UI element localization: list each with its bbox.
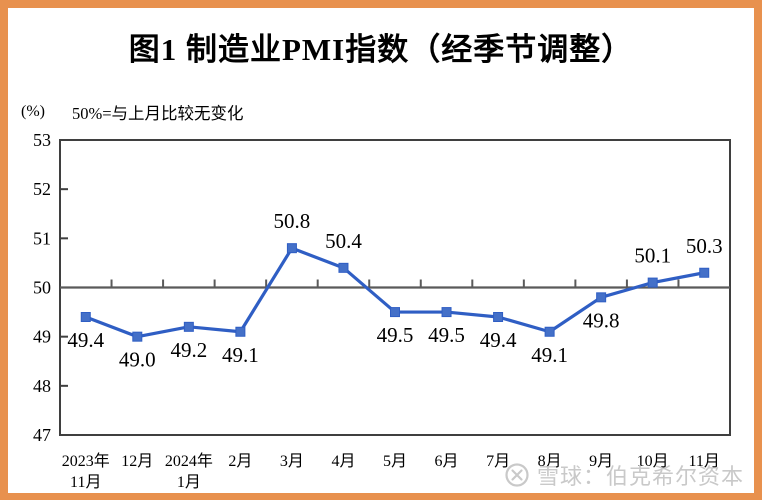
watermark: 雪球：伯克希尔资本 [504, 459, 744, 491]
data-point-marker [132, 331, 143, 342]
data-point-marker [80, 312, 91, 322]
x-axis-category-label: 3月 [280, 453, 304, 470]
y-axis-tick-label: 53 [33, 130, 51, 150]
x-axis-category-label: 5月 [383, 453, 407, 470]
x-axis-category-label: 11月 [689, 453, 720, 470]
y-axis-tick-label: 48 [33, 376, 51, 396]
data-point-marker [338, 262, 349, 273]
data-point-label: 49.4 [480, 328, 517, 352]
x-axis-category-label: 4月 [331, 453, 355, 470]
data-point-label: 50.3 [686, 234, 723, 258]
y-axis-tick-label: 49 [33, 327, 51, 347]
data-point-marker [235, 326, 246, 337]
x-axis-category-label: 2024年 [165, 452, 213, 470]
x-axis-category-label: 9月 [589, 453, 613, 470]
data-point-marker [647, 277, 658, 288]
data-point-label: 49.5 [377, 323, 414, 347]
chart-title: 图1 制造业PMI指数（经季节调整） [128, 32, 634, 67]
x-axis-category-label: 11月 [70, 474, 101, 491]
y-axis-tick-label: 50 [33, 278, 51, 298]
data-point-marker [596, 292, 607, 303]
xueqiu-logo-icon [505, 463, 529, 487]
data-point-label: 50.1 [634, 244, 671, 268]
data-point-marker [441, 307, 452, 318]
data-point-label: 49.1 [531, 343, 568, 367]
data-point-marker [493, 312, 504, 322]
x-axis-category-label: 10月 [637, 453, 669, 470]
x-axis-category-label: 6月 [435, 453, 459, 470]
x-axis-category-label: 7月 [486, 453, 510, 470]
x-axis-category-label: 1月 [177, 474, 201, 491]
x-axis-category-label: 12月 [121, 453, 153, 470]
data-point-label: 49.1 [222, 343, 259, 367]
y-axis-tick-label: 47 [33, 425, 51, 445]
x-axis-category-label: 2023年 [62, 452, 110, 470]
data-point-label: 50.8 [274, 209, 311, 233]
data-point-marker [286, 243, 297, 254]
data-point-label: 50.4 [325, 229, 362, 253]
watermark-text: 雪球：伯克希尔资本 [537, 464, 745, 489]
data-point-marker [699, 267, 710, 278]
x-axis-category-label: 8月 [538, 453, 562, 470]
data-point-label: 49.0 [119, 348, 156, 372]
data-point-marker [544, 326, 555, 337]
data-point-label: 49.8 [583, 308, 620, 332]
data-point-label: 49.4 [67, 328, 104, 352]
y-axis-tick-label: 51 [33, 228, 51, 248]
data-point-marker [390, 307, 400, 318]
x-axis-category-label: 2月 [228, 453, 252, 470]
y-axis-tick-label: 52 [33, 179, 51, 199]
y-axis-unit-label: (%) [21, 103, 45, 120]
data-point-label: 49.2 [170, 338, 207, 362]
reference-note: 50%=与上月比较无变化 [72, 104, 244, 123]
data-point-label: 49.5 [428, 323, 465, 347]
data-point-marker [183, 321, 194, 332]
